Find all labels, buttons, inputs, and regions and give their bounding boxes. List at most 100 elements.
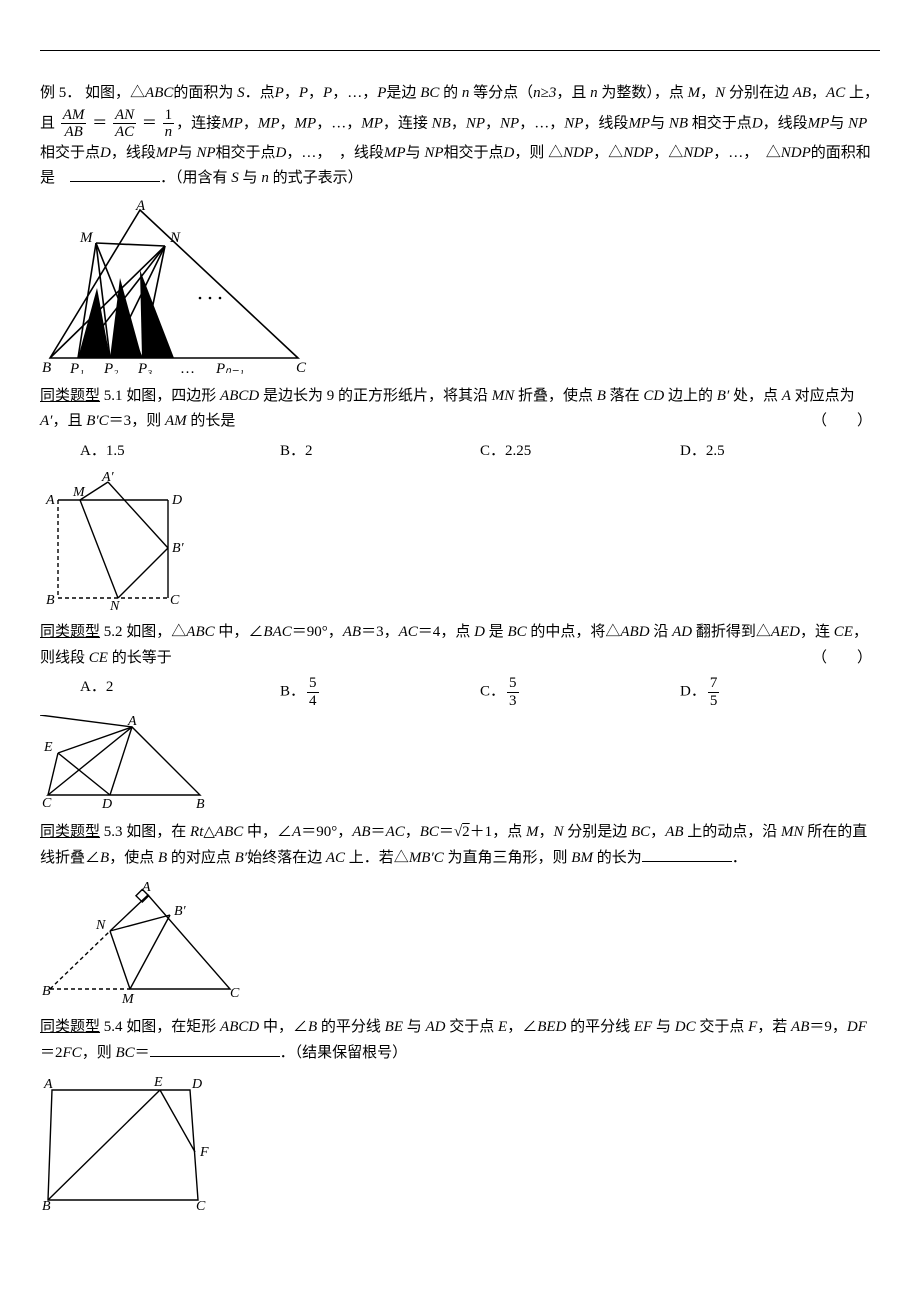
label-N: N [95, 918, 106, 933]
label-D: D [171, 493, 182, 508]
label-N: N [109, 599, 120, 610]
label-C: C [170, 593, 180, 608]
t: A [292, 824, 301, 840]
t: MP [221, 115, 243, 131]
t: C． [480, 443, 505, 459]
t: D [504, 145, 515, 161]
t: ， [284, 85, 299, 101]
t: 1.5 [106, 443, 125, 459]
t: ， [593, 145, 608, 161]
t: △ [548, 145, 563, 161]
t: 5.3 [100, 824, 126, 840]
t: ，线段 [583, 115, 628, 131]
t: ． [732, 850, 747, 866]
label-D: D [191, 1077, 202, 1092]
t: NDP [781, 145, 811, 161]
t: ， [811, 85, 826, 101]
t: AD [426, 1019, 446, 1035]
t: 2 [106, 679, 114, 695]
t: ， [653, 145, 668, 161]
t: CE [89, 650, 108, 666]
t: F [748, 1019, 757, 1035]
choice-b: B．54 [280, 675, 480, 709]
den: 3 [507, 693, 519, 710]
label-N: N [169, 230, 181, 246]
choice-a: A．1.5 [80, 439, 280, 465]
t: NB [669, 115, 688, 131]
t: 为直角三角形，则 [444, 850, 572, 866]
t: 中，∠ [259, 1019, 308, 1035]
t: 2.25 [505, 443, 531, 459]
t: ABC [186, 624, 214, 640]
t: AM [165, 413, 187, 429]
t: 分别在边 [725, 85, 793, 101]
t: P [323, 85, 332, 101]
t: 与 [178, 145, 197, 161]
problem-5-2-text: 同类题型 5.2 如图，△ABC 中，∠BAC＝90°，AB＝3，AC＝4，点 … [40, 620, 880, 671]
t: ，则 [514, 145, 544, 161]
problem-5-3-figure: A B′ N B M C [40, 877, 880, 1005]
label-F: F [199, 1145, 209, 1160]
num: 7 [708, 675, 720, 693]
choice-d: D．75 [680, 675, 880, 709]
t: NDP [563, 145, 593, 161]
t: 如图， [85, 85, 130, 101]
label-D: D [101, 797, 112, 810]
t: ， [316, 145, 324, 161]
t: 5.1 [100, 388, 126, 404]
t: … [534, 115, 549, 131]
t: N [553, 824, 563, 840]
t: MB′C [409, 850, 444, 866]
label-B: B [196, 797, 205, 810]
t: ，则 [82, 1045, 116, 1061]
t: ， [362, 85, 377, 101]
t: BC [115, 1045, 134, 1061]
t: P [299, 85, 308, 101]
t: S [237, 85, 245, 101]
t: ＝3 [361, 624, 384, 640]
t: ， [700, 85, 715, 101]
t: ，线段 [763, 115, 808, 131]
frac: 54 [307, 675, 319, 709]
t: 相交于点 [692, 115, 752, 131]
t: ，点 [440, 624, 474, 640]
t: 落在 [606, 388, 644, 404]
t: B [100, 850, 109, 866]
t: B [158, 850, 167, 866]
t: CD [643, 388, 664, 404]
t: BC [631, 824, 650, 840]
t: NDP [683, 145, 713, 161]
label-B: B [42, 360, 51, 374]
label-P1: P₁ [69, 361, 84, 374]
label-A: A [43, 1077, 53, 1092]
t: ，若 [757, 1019, 791, 1035]
t: B′ [235, 850, 247, 866]
t: ， [451, 115, 466, 131]
t: 相交于点 [215, 145, 275, 161]
t: ＝9 [809, 1019, 832, 1035]
t: 的面积为 [173, 85, 237, 101]
t: BED [537, 1019, 566, 1035]
t: 为整数），点 [598, 85, 688, 101]
t: … [301, 145, 316, 161]
frac: 75 [708, 675, 720, 709]
t: DC [675, 1019, 696, 1035]
label-Ap: A′ [101, 470, 115, 485]
t: MP [628, 115, 650, 131]
t: ， [743, 145, 751, 161]
t: 交于点 [696, 1019, 749, 1035]
t: NP [196, 145, 215, 161]
choice-c: C．2.25 [480, 439, 680, 465]
t: 等分点（ [469, 85, 533, 101]
den: 4 [307, 693, 319, 710]
t: BE [385, 1019, 403, 1035]
t: 处，点 [729, 388, 782, 404]
num: 1 [163, 107, 175, 125]
t: 与 [652, 1019, 675, 1035]
t: 上的动点，沿 [684, 824, 782, 840]
top-horizontal-rule [40, 50, 880, 51]
t: BC [507, 624, 526, 640]
t: ABD [620, 624, 649, 640]
problem-5-2-figure: A E C D B [40, 715, 880, 810]
t: 始终落在边 [247, 850, 326, 866]
